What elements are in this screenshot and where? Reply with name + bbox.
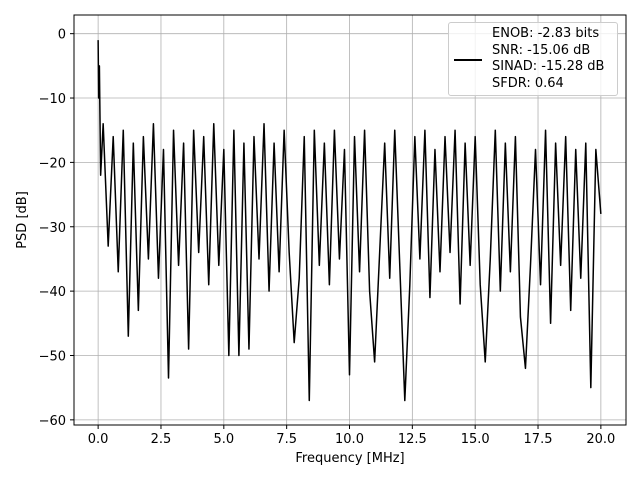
x-tick-label: 17.5: [524, 432, 553, 447]
data-line: [97, 40, 602, 402]
x-tick-label: 12.5: [398, 432, 427, 447]
y-tick-label: −30: [39, 221, 66, 236]
x-tick-label: 5.0: [213, 432, 234, 447]
legend: ENOB: -2.83 bits SNR: -15.06 dB SINAD: -…: [448, 22, 618, 96]
plot: [97, 40, 602, 402]
x-tick-label: 15.0: [461, 432, 490, 447]
y-tick-label: −40: [39, 285, 66, 300]
legend-label: ENOB: -2.83 bits SNR: -15.06 dB SINAD: -…: [492, 26, 605, 91]
axes-frame: [73, 14, 627, 426]
y-tick-label: −60: [39, 414, 66, 429]
y-axis-label: PSD [dB]: [15, 191, 30, 249]
y-tick-label: −10: [39, 92, 66, 107]
x-tick-label: 2.5: [151, 432, 172, 447]
y-tick-label: −50: [39, 349, 66, 364]
legend-handle: [454, 59, 482, 61]
x-tick-label: 7.5: [276, 432, 297, 447]
x-axis-label: Frequency [MHz]: [295, 451, 404, 466]
y-tick-label: 0: [58, 28, 66, 43]
x-tick-label: 10.0: [335, 432, 364, 447]
x-tick-label: 20.0: [586, 432, 615, 447]
y-tick-label: −20: [39, 156, 66, 171]
x-tick-label: 0.0: [88, 432, 109, 447]
